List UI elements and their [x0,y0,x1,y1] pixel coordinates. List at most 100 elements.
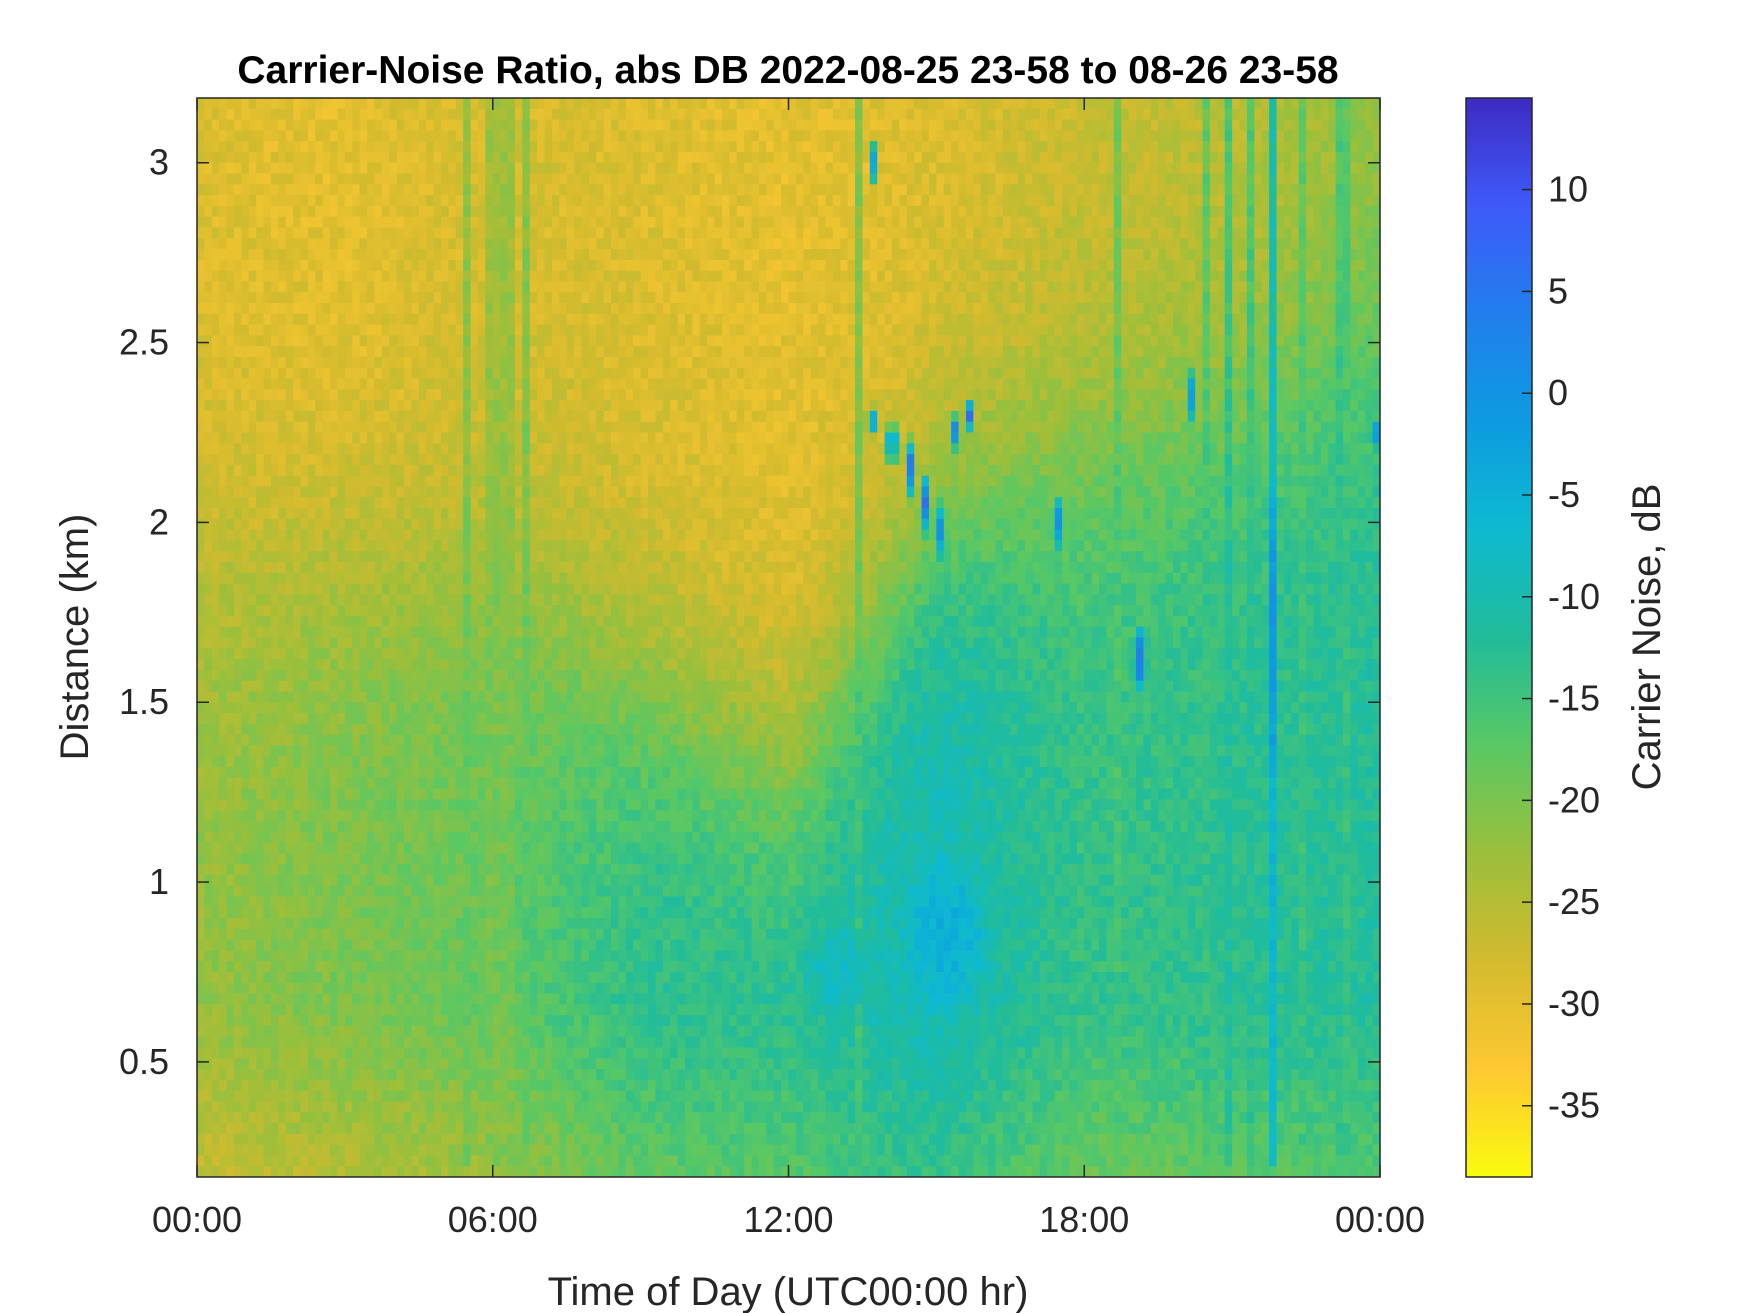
heatmap-cell [1335,141,1344,153]
heatmap-cell [367,249,376,261]
heatmap-cell [485,195,494,207]
heatmap-cell [692,313,701,326]
heatmap-cell [359,98,368,110]
heatmap-cell [433,367,442,380]
heatmap-cell [278,205,287,218]
heatmap-cell [514,367,523,380]
heatmap-cell [1010,335,1019,347]
heatmap-cell [1165,421,1174,434]
heatmap-cell [633,151,642,164]
heatmap-cell [566,313,575,326]
heatmap-cell [596,378,605,390]
heatmap-cell [1047,249,1056,261]
heatmap-cell [1069,162,1078,175]
heatmap-cell [1276,389,1285,401]
heatmap-cell [470,108,479,121]
heatmap-cell [1343,195,1352,207]
heatmap-cell [832,108,841,121]
heatmap-cell [869,346,878,358]
heatmap-cell [322,335,331,347]
heatmap-cell [1091,238,1100,250]
heatmap-cell [1002,216,1011,229]
heatmap-cell [1010,227,1019,239]
heatmap-cell [744,292,753,304]
heatmap-cell [396,400,405,412]
heatmap-cell [810,141,819,153]
heatmap-cell [1150,292,1159,304]
heatmap-cell [197,98,205,110]
heatmap-cell [1136,195,1144,207]
heatmap-cell [337,216,346,229]
heatmap-cell [307,184,316,196]
heatmap-cell [596,367,605,380]
heatmap-cell [1313,184,1322,196]
heatmap-cell [847,400,856,412]
heatmap-cell [965,335,974,347]
heatmap-cell [1328,335,1337,347]
heatmap-cell [381,195,390,207]
heatmap-cell [1025,216,1034,229]
heatmap-cell [684,249,693,261]
heatmap-cell [537,184,546,196]
heatmap-cell [699,421,708,434]
heatmap-cell [714,313,723,326]
heatmap-cell [914,410,923,423]
heatmap-cell [374,184,383,196]
heatmap-cell [1054,335,1063,347]
heatmap-cell [307,292,316,304]
heatmap-cell [736,346,745,358]
heatmap-cell [448,346,457,358]
heatmap-cell [1076,410,1085,423]
heatmap-cell [648,141,657,153]
heatmap-cell [1150,162,1159,175]
heatmap-cell [603,173,612,185]
heatmap-cell [337,108,346,121]
heatmap-cell [721,270,730,283]
heatmap-cell [818,238,827,250]
heatmap-cell [1372,249,1380,261]
heatmap-cell [500,400,509,412]
heatmap-cell [766,400,775,412]
heatmap-cell [1084,389,1093,401]
heatmap-cell [603,151,612,164]
heatmap-cell [847,313,856,326]
heatmap-cell [1328,151,1337,164]
heatmap-cell [729,238,738,250]
heatmap-cell [1261,313,1270,326]
heatmap-cell [766,184,775,196]
heatmap-cell [492,324,501,336]
heatmap-cell [492,130,501,142]
heatmap-cell [847,162,856,175]
heatmap-cell [1283,151,1292,164]
heatmap-cell [1217,410,1226,423]
heatmap-cell [862,281,871,293]
heatmap-cell [825,162,834,175]
heatmap-cell [1365,324,1374,336]
heatmap-cell [892,141,900,153]
heatmap-cell [943,389,952,401]
heatmap-cell [241,324,250,336]
heatmap-cell [928,303,937,315]
heatmap-cell [1099,356,1108,369]
heatmap-cell [1165,313,1174,326]
heatmap-cell [433,195,442,207]
heatmap-cell [1010,173,1019,185]
heatmap-cell [404,410,413,423]
heatmap-cell [522,356,531,369]
heatmap-cell [951,227,960,239]
heatmap-cell [1217,227,1226,239]
heatmap-cell [1076,356,1085,369]
heatmap-cell [1335,335,1344,347]
heatmap-cell [1195,108,1204,121]
heatmap-cell [359,108,368,121]
heatmap-cell [485,378,494,390]
heatmap-cell [1246,249,1255,261]
heatmap-cell [418,184,427,196]
heatmap-cell [1246,151,1255,164]
heatmap-cell [1372,410,1380,423]
heatmap-cell [1328,389,1337,401]
heatmap-cell [211,367,220,380]
heatmap-cell [1328,303,1337,315]
heatmap-cell [197,205,205,218]
heatmap-cell [781,205,790,218]
